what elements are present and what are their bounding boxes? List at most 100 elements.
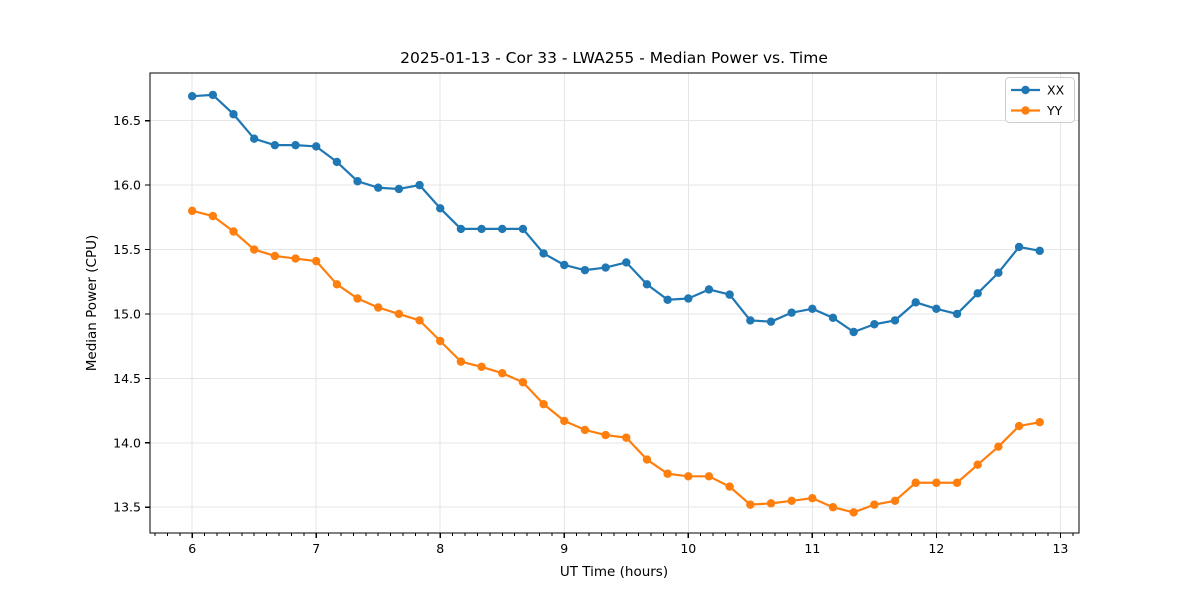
data-point-xx [374, 183, 383, 192]
data-point-xx [684, 294, 693, 303]
data-point-yy [498, 369, 507, 378]
x-tick-label: 7 [312, 541, 320, 556]
data-point-xx [312, 142, 321, 151]
data-point-xx [849, 327, 858, 337]
x-tick-label: 12 [928, 541, 944, 556]
data-point-yy [332, 280, 342, 289]
data-point-yy [725, 482, 734, 491]
x-tick-label: 11 [804, 541, 820, 556]
series-yy [187, 206, 1044, 517]
legend-box [1005, 77, 1075, 123]
data-point-yy [870, 500, 879, 509]
data-point-yy [973, 460, 982, 469]
data-point-xx [766, 317, 776, 326]
data-point-xx [911, 298, 920, 307]
data-point-xx [1014, 242, 1024, 252]
data-point-xx [932, 304, 941, 313]
data-point-yy [560, 416, 569, 426]
data-point-xx [787, 308, 796, 317]
data-point-xx [394, 184, 404, 194]
data-point-yy [415, 316, 424, 325]
data-point-xx [663, 295, 672, 304]
data-point-yy [518, 378, 528, 387]
data-point-yy [187, 206, 197, 216]
data-point-xx [601, 263, 610, 272]
data-point-yy [353, 294, 362, 303]
y-axis-label: Median Power (CPU) [84, 235, 100, 371]
data-point-yy [291, 254, 300, 263]
data-point-yy [394, 309, 404, 319]
x-tick-label: 10 [680, 541, 696, 556]
data-point-xx [249, 134, 259, 143]
data-point-xx [828, 313, 838, 323]
series-line-xx [191, 93, 1041, 334]
data-point-yy [684, 472, 693, 481]
series-line-yy [191, 209, 1041, 514]
x-axis-label: UT Time (hours) [560, 564, 668, 580]
y-tick-label: 16.5 [113, 113, 141, 128]
data-point-xx [622, 258, 631, 267]
data-point-xx [560, 260, 569, 270]
data-point-xx [890, 316, 900, 325]
data-point-yy [828, 503, 838, 512]
y-tick-label: 15.0 [113, 306, 141, 321]
data-point-xx [270, 140, 280, 150]
data-point-xx [332, 157, 342, 167]
data-point-yy [436, 336, 445, 346]
data-point-xx [580, 265, 590, 275]
data-point-xx [725, 290, 734, 299]
plot-border [149, 72, 1080, 534]
y-tick-label: 14.5 [113, 371, 141, 386]
data-point-xx [539, 249, 548, 258]
data-point-xx [642, 280, 652, 289]
data-point-xx [477, 224, 486, 234]
y-tick-label: 14.0 [113, 435, 141, 450]
data-point-xx [229, 110, 238, 119]
data-point-xx [291, 140, 300, 150]
data-point-yy [270, 251, 280, 261]
series-layer [187, 90, 1044, 517]
x-tick-label: 9 [560, 541, 568, 556]
data-point-yy [312, 256, 321, 266]
data-point-xx [456, 224, 466, 234]
data-point-xx [808, 304, 817, 313]
data-point-yy [456, 357, 466, 366]
data-point-xx [187, 91, 197, 101]
x-tick-label: 6 [188, 541, 196, 556]
legend: XX YY [1005, 77, 1075, 123]
data-point-yy [994, 442, 1003, 451]
data-point-yy [229, 227, 238, 236]
data-point-xx [353, 177, 362, 186]
data-point-yy [477, 362, 486, 371]
x-tick-label: 13 [1052, 541, 1068, 556]
data-point-yy [601, 430, 610, 440]
legend-marker-xx [1021, 85, 1030, 95]
data-point-yy [622, 433, 631, 442]
data-point-yy [663, 469, 672, 478]
data-point-xx [1035, 246, 1044, 256]
gridlines [150, 73, 1079, 533]
data-point-xx [436, 204, 445, 213]
data-point-yy [849, 508, 858, 517]
data-point-yy [911, 478, 920, 487]
data-point-xx [518, 224, 528, 234]
legend-label-xx: XX [1047, 83, 1065, 98]
data-point-xx [746, 316, 755, 325]
data-point-xx [704, 285, 714, 294]
data-point-yy [208, 211, 218, 221]
data-point-yy [539, 399, 548, 409]
data-point-yy [1035, 417, 1044, 427]
data-point-yy [249, 245, 259, 254]
data-point-yy [704, 472, 714, 481]
legend-label-yy: YY [1046, 103, 1063, 118]
data-point-yy [746, 500, 755, 509]
data-point-xx [870, 320, 879, 329]
data-point-yy [808, 494, 817, 503]
data-point-xx [415, 180, 424, 190]
y-tick-label: 15.5 [113, 242, 141, 257]
y-tick-label: 13.5 [113, 500, 141, 515]
data-point-yy [580, 425, 590, 435]
data-point-yy [642, 455, 652, 464]
